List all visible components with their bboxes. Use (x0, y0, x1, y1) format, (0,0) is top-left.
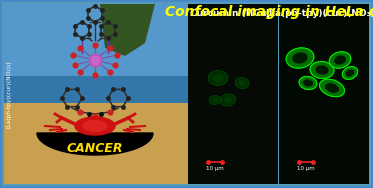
Ellipse shape (320, 79, 345, 97)
Ellipse shape (346, 70, 354, 77)
Ellipse shape (316, 65, 329, 75)
Text: Curcumin (HCur): Curcumin (HCur) (191, 9, 276, 18)
Ellipse shape (238, 80, 245, 86)
Text: [La(ph-tpy)(cur)(NO₃)₂]: [La(ph-tpy)(cur)(NO₃)₂] (265, 9, 373, 18)
Ellipse shape (329, 52, 351, 68)
Ellipse shape (325, 83, 339, 93)
Polygon shape (100, 4, 155, 56)
Bar (188, 4, 278, 184)
Ellipse shape (286, 48, 314, 68)
Ellipse shape (75, 117, 115, 135)
Text: 10 μm: 10 μm (206, 166, 224, 171)
Ellipse shape (208, 70, 228, 86)
Bar (279, 4, 369, 184)
Ellipse shape (213, 74, 223, 82)
Ellipse shape (334, 55, 346, 64)
Ellipse shape (310, 61, 334, 79)
Ellipse shape (303, 79, 313, 87)
Ellipse shape (235, 77, 249, 89)
Ellipse shape (292, 52, 308, 64)
Ellipse shape (209, 96, 221, 105)
Text: Confocal imaging in HeLa cells: Confocal imaging in HeLa cells (166, 5, 373, 19)
Bar (4, 4, 188, 94)
Polygon shape (37, 133, 153, 155)
Text: CANCER: CANCER (67, 142, 123, 155)
Bar (4, 76, 188, 103)
Ellipse shape (299, 76, 317, 90)
Bar (4, 89, 188, 184)
Ellipse shape (83, 121, 107, 131)
Ellipse shape (342, 67, 358, 79)
Ellipse shape (220, 94, 236, 106)
Text: 10 μm: 10 μm (297, 166, 315, 171)
Ellipse shape (212, 98, 218, 102)
Text: [La(ph-tpy)(cur)(NO₃)₂]: [La(ph-tpy)(cur)(NO₃)₂] (6, 60, 12, 128)
Ellipse shape (224, 97, 232, 103)
